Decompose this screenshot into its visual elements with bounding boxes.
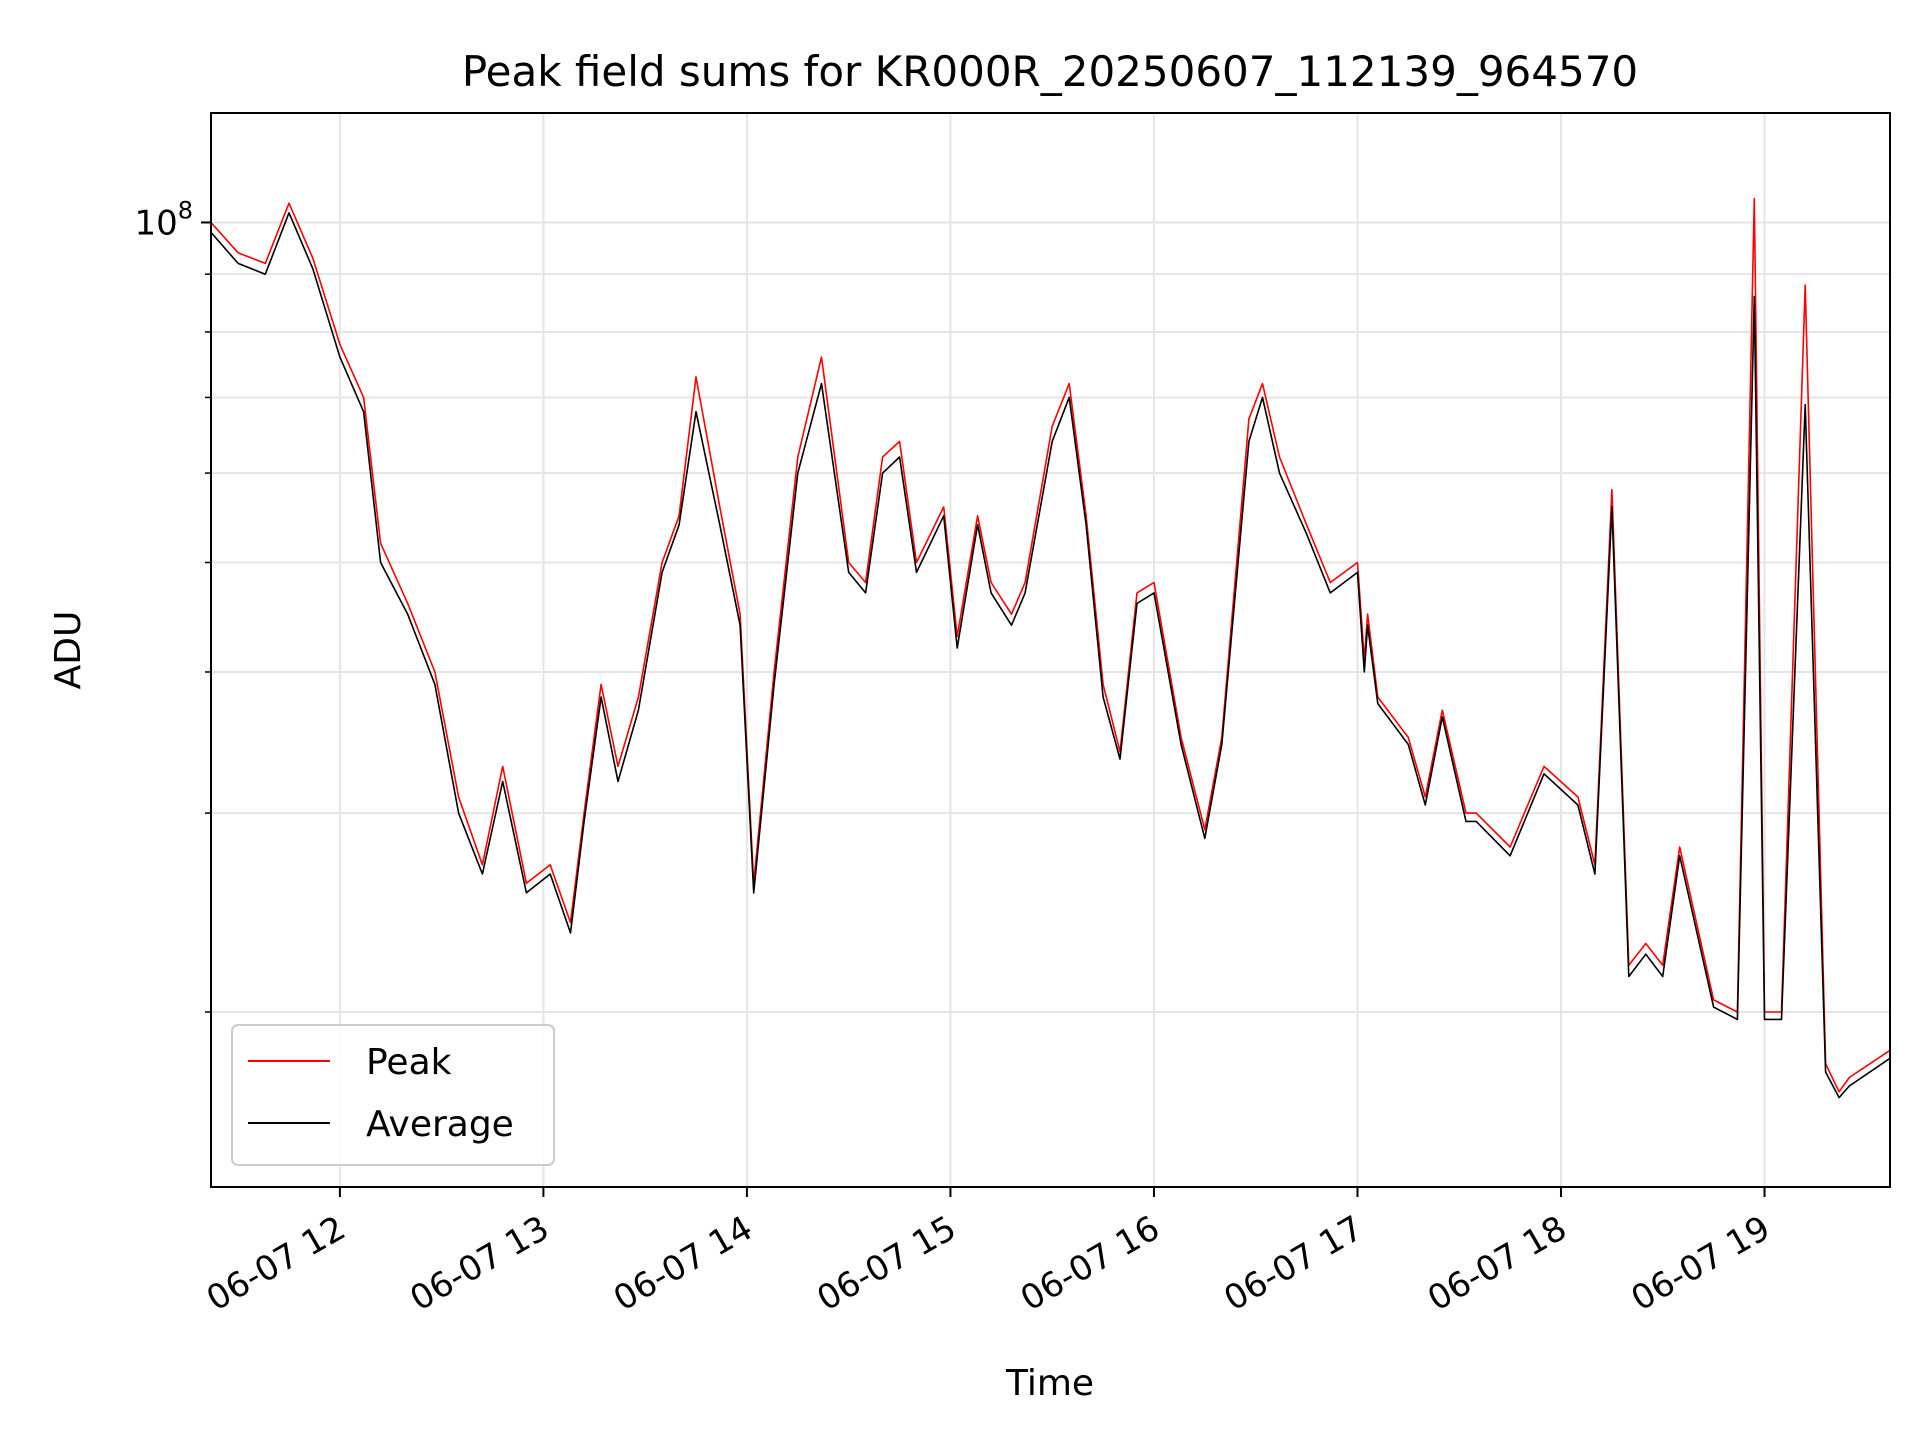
chart-title: Peak field sums for KR000R_20250607_1121… <box>462 47 1638 96</box>
plot-area <box>210 197 1891 1099</box>
y-tick-label: 108 <box>134 196 193 243</box>
legend-label-peak: Peak <box>366 1042 452 1083</box>
series-line-average <box>210 212 1891 1099</box>
y-axis: 108 <box>134 196 211 1013</box>
plot-frame <box>210 112 1891 1188</box>
legend: Peak Average <box>231 1024 555 1166</box>
legend-label-average: Average <box>366 1104 514 1145</box>
y-axis-label: ADU <box>48 611 89 690</box>
x-axis-label: Time <box>1005 1363 1094 1404</box>
grid-lines <box>211 113 1890 1187</box>
